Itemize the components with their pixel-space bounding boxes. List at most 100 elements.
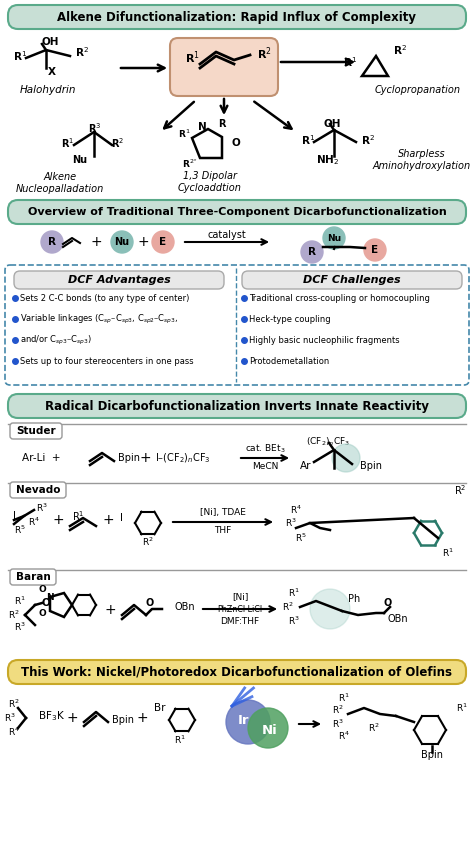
Circle shape [111,231,133,253]
Text: R$^1$: R$^1$ [301,133,315,147]
Circle shape [226,700,270,744]
Text: R$^3$: R$^3$ [4,712,16,724]
Text: THF: THF [214,526,232,534]
Text: R$^3$: R$^3$ [14,620,26,633]
FancyBboxPatch shape [5,265,469,385]
Text: R$^1$: R$^1$ [288,587,300,599]
Text: Ir: Ir [238,714,250,727]
Text: R$^2$: R$^2$ [256,46,272,62]
Text: R$^1$: R$^1$ [184,50,200,66]
Text: X: X [48,67,56,77]
Text: +: + [52,513,64,527]
Text: R: R [308,247,316,257]
Circle shape [248,708,288,748]
FancyBboxPatch shape [10,423,62,439]
Text: E: E [372,245,379,255]
Text: +: + [90,235,102,249]
Text: Baran: Baran [16,572,50,582]
Text: +: + [137,235,149,249]
Circle shape [323,227,345,249]
Text: R$^2$: R$^2$ [282,601,294,614]
Text: R$^{2^{\prime\prime}}$: R$^{2^{\prime\prime}}$ [182,158,198,170]
Text: MeCN: MeCN [252,462,278,470]
Text: OH: OH [323,119,341,129]
Text: 1,3 Dipolar
Cycloaddtion: 1,3 Dipolar Cycloaddtion [178,171,242,192]
Text: Ni: Ni [262,723,278,736]
Text: Studer: Studer [16,426,56,436]
Text: R$^1$: R$^1$ [14,595,26,608]
FancyBboxPatch shape [10,569,56,585]
Circle shape [152,231,174,253]
Text: R$^2$: R$^2$ [454,483,466,497]
Text: R$^3$: R$^3$ [285,517,297,529]
Text: Sets up to four stereocenters in one pass: Sets up to four stereocenters in one pas… [20,356,193,366]
Text: R$^3$: R$^3$ [88,121,102,135]
Text: catalyst: catalyst [208,230,246,240]
Text: [Ni]: [Ni] [232,593,248,602]
Circle shape [364,239,386,261]
Text: O: O [42,598,50,608]
Text: R$^5$: R$^5$ [14,524,26,536]
Text: R$^5$: R$^5$ [295,532,307,545]
Text: and/or C$_{sp3}$–C$_{sp3}$): and/or C$_{sp3}$–C$_{sp3}$) [20,333,92,347]
Text: BF$_3$K: BF$_3$K [38,709,65,723]
Text: R$^1$: R$^1$ [343,55,357,69]
Text: R$^2$: R$^2$ [142,536,154,548]
Text: Protodemetallation: Protodemetallation [249,356,329,366]
Text: R$^2$: R$^2$ [8,608,20,621]
Text: +: + [66,711,78,725]
Text: R$^3$: R$^3$ [36,501,48,514]
Text: Bpin: Bpin [112,715,134,725]
Text: +: + [102,513,114,527]
Text: N: N [46,593,54,602]
Text: R$^4$: R$^4$ [290,504,302,516]
Text: (CF$_2$)$_n$CF$_3$: (CF$_2$)$_n$CF$_3$ [306,436,350,448]
FancyBboxPatch shape [8,394,466,418]
Text: Alkene Difunctionalization: Rapid Influx of Complexity: Alkene Difunctionalization: Rapid Influx… [57,10,417,23]
FancyBboxPatch shape [242,271,462,289]
Text: Variable linkages (C$_{sp}$–C$_{sp3}$, C$_{sp2}$–C$_{sp3}$,: Variable linkages (C$_{sp}$–C$_{sp3}$, C… [20,312,178,325]
Text: Ar-Li  +: Ar-Li + [22,453,61,463]
Text: R$^1$: R$^1$ [338,692,350,704]
Text: This Work: Nickel/Photoredox Dicarbofunctionalization of Olefins: This Work: Nickel/Photoredox Dicarbofunc… [21,665,453,678]
Text: Radical Dicarbofunctionalization Inverts Innate Reactivity: Radical Dicarbofunctionalization Inverts… [45,400,429,413]
FancyBboxPatch shape [8,5,466,29]
Circle shape [301,241,323,263]
Text: R$^1$: R$^1$ [72,509,84,523]
Text: O: O [232,138,240,148]
Text: +: + [136,711,148,725]
Text: [Ni], TDAE: [Ni], TDAE [200,507,246,516]
Text: +: + [104,603,116,617]
FancyBboxPatch shape [14,271,224,289]
Text: R$^1$: R$^1$ [442,547,454,559]
Text: R$^3$: R$^3$ [288,614,300,627]
Text: Ar: Ar [300,461,311,471]
Text: Nu: Nu [327,234,341,243]
Text: Overview of Traditional Three-Component Dicarbofunctionalization: Overview of Traditional Three-Component … [27,207,447,217]
Text: Br: Br [154,703,165,713]
Text: R$^1$: R$^1$ [13,49,27,63]
Text: OBn: OBn [388,614,409,624]
Text: OBn: OBn [175,602,196,612]
Text: cat. BEt$_3$: cat. BEt$_3$ [245,443,285,456]
Text: R$^3$: R$^3$ [332,718,344,730]
Text: Highly basic nucleophilic fragments: Highly basic nucleophilic fragments [249,336,400,344]
Text: DMF:THF: DMF:THF [220,616,260,626]
Text: R$^1$: R$^1$ [178,128,190,140]
Text: I: I [13,511,16,521]
Text: R$^4$: R$^4$ [28,516,40,528]
Text: Sets 2 C-C bonds (to any type of center): Sets 2 C-C bonds (to any type of center) [20,293,190,303]
Text: R$^2$: R$^2$ [332,704,344,716]
Text: O: O [38,608,46,618]
Text: Ph: Ph [348,594,360,604]
Text: R$^2$: R$^2$ [111,136,125,150]
Text: PhZnCl·LiCl: PhZnCl·LiCl [218,604,263,614]
Circle shape [332,444,360,472]
Text: Bpin: Bpin [421,750,443,760]
FancyBboxPatch shape [10,482,66,498]
Text: Nu: Nu [114,237,129,247]
Text: R$^1$: R$^1$ [174,734,186,746]
Text: NH$_2$: NH$_2$ [317,153,339,167]
Text: R$^1$: R$^1$ [456,702,468,715]
Text: Sharpless
Aminohydroxylation: Sharpless Aminohydroxylation [373,149,471,171]
